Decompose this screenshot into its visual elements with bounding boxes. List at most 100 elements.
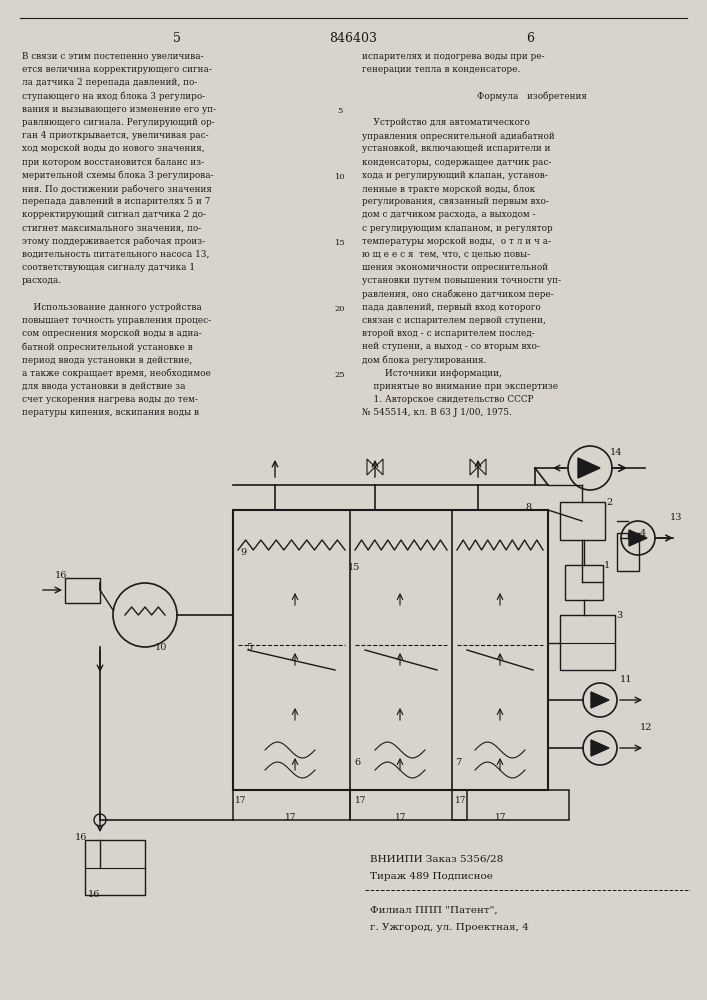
Text: период ввода установки в действие,: период ввода установки в действие, bbox=[22, 356, 192, 365]
Text: хода и регулирующий клапан, установ-: хода и регулирующий клапан, установ- bbox=[362, 171, 548, 180]
Bar bbox=[350, 790, 467, 820]
Text: 16: 16 bbox=[88, 890, 100, 899]
Polygon shape bbox=[591, 740, 609, 756]
Text: связан с испарителем первой ступени,: связан с испарителем первой ступени, bbox=[362, 316, 546, 325]
Text: 5: 5 bbox=[173, 32, 181, 45]
Text: ленные в тракте морской воды, блок: ленные в тракте морской воды, блок bbox=[362, 184, 535, 194]
Text: стигнет максимального значения, по-: стигнет максимального значения, по- bbox=[22, 224, 201, 233]
Text: для ввода установки в действие за: для ввода установки в действие за bbox=[22, 382, 185, 391]
Text: шения экономичности опреснительной: шения экономичности опреснительной bbox=[362, 263, 548, 272]
Text: 17: 17 bbox=[285, 813, 296, 822]
Text: конденсаторы, содержащее датчик рас-: конденсаторы, содержащее датчик рас- bbox=[362, 158, 551, 167]
Text: В связи с этим постепенно увеличива-: В связи с этим постепенно увеличива- bbox=[22, 52, 204, 61]
Text: регулирования, связанный первым вхо-: регулирования, связанный первым вхо- bbox=[362, 197, 549, 206]
Text: 9: 9 bbox=[240, 548, 246, 557]
Text: Тираж 489 Подписное: Тираж 489 Подписное bbox=[370, 872, 493, 881]
Text: 2: 2 bbox=[606, 498, 612, 507]
Text: 17: 17 bbox=[455, 796, 467, 805]
Text: 6: 6 bbox=[354, 758, 360, 767]
Text: водительность питательного насоса 13,: водительность питательного насоса 13, bbox=[22, 250, 209, 259]
Text: 12: 12 bbox=[640, 723, 653, 732]
Text: 17.: 17. bbox=[495, 813, 509, 822]
Text: 4: 4 bbox=[640, 529, 646, 538]
Text: ход морской воды до нового значения,: ход морской воды до нового значения, bbox=[22, 144, 204, 153]
Text: 11: 11 bbox=[620, 675, 633, 684]
Text: Формула   изобретения: Формула изобретения bbox=[454, 92, 586, 101]
Text: а также сокращает время, необходимое: а также сокращает время, необходимое bbox=[22, 369, 211, 378]
Text: генерации тепла в конденсаторе.: генерации тепла в конденсаторе. bbox=[362, 65, 520, 74]
Text: корректирующий сигнал датчика 2 до-: корректирующий сигнал датчика 2 до- bbox=[22, 210, 206, 219]
Text: батной опреснительной установке в: батной опреснительной установке в bbox=[22, 342, 193, 352]
Text: ется величина корректирующего сигна-: ется величина корректирующего сигна- bbox=[22, 65, 212, 74]
Bar bbox=[617, 533, 639, 571]
Text: Устройство для автоматического: Устройство для автоматического bbox=[362, 118, 530, 127]
Text: 10: 10 bbox=[334, 173, 345, 181]
Text: 20: 20 bbox=[334, 305, 345, 313]
Text: 16: 16 bbox=[55, 571, 67, 580]
Text: Источники информации,: Источники информации, bbox=[362, 369, 502, 378]
Text: 1. Авторское свидетельство СССР: 1. Авторское свидетельство СССР bbox=[362, 395, 534, 404]
Text: 8: 8 bbox=[525, 503, 531, 512]
Text: 14: 14 bbox=[610, 448, 622, 457]
Text: Использование данного устройства: Использование данного устройства bbox=[22, 303, 201, 312]
Text: 16: 16 bbox=[75, 833, 88, 842]
Text: при котором восстановится баланс из-: при котором восстановится баланс из- bbox=[22, 158, 204, 167]
Text: управления опреснительной адиабатной: управления опреснительной адиабатной bbox=[362, 131, 555, 141]
Text: счет ускорения нагрева воды до тем-: счет ускорения нагрева воды до тем- bbox=[22, 395, 198, 404]
Text: 17: 17 bbox=[235, 796, 247, 805]
Text: 17: 17 bbox=[355, 796, 366, 805]
Text: 17: 17 bbox=[395, 813, 407, 822]
Text: равляющего сигнала. Регулирующий ор-: равляющего сигнала. Регулирующий ор- bbox=[22, 118, 215, 127]
Bar bbox=[233, 790, 350, 820]
Text: дом блока регулирования.: дом блока регулирования. bbox=[362, 356, 486, 365]
Bar bbox=[65, 578, 100, 603]
Text: 25: 25 bbox=[334, 371, 345, 379]
Text: 10: 10 bbox=[155, 643, 168, 652]
Text: г. Ужгород, ул. Проектная, 4: г. Ужгород, ул. Проектная, 4 bbox=[370, 923, 529, 932]
Text: ния. По достижении рабочего значения: ния. По достижении рабочего значения bbox=[22, 184, 212, 194]
Text: принятые во внимание при экспертизе: принятые во внимание при экспертизе bbox=[362, 382, 558, 391]
Text: пературы кипения, вскипания воды в: пературы кипения, вскипания воды в bbox=[22, 408, 199, 417]
Text: ВНИИПИ Заказ 5356/28: ВНИИПИ Заказ 5356/28 bbox=[370, 855, 503, 864]
Text: расхода.: расхода. bbox=[22, 276, 62, 285]
Text: пада давлений, первый вход которого: пада давлений, первый вход которого bbox=[362, 303, 541, 312]
Text: ней ступени, а выход - со вторым вхо-: ней ступени, а выход - со вторым вхо- bbox=[362, 342, 540, 351]
Text: 1: 1 bbox=[604, 561, 610, 570]
Text: ступающего на вход блока 3 регулиро-: ступающего на вход блока 3 регулиро- bbox=[22, 92, 205, 101]
Bar bbox=[233, 510, 548, 790]
Text: установкой, включающей испарители и: установкой, включающей испарители и bbox=[362, 144, 551, 153]
Text: дом с датчиком расхода, а выходом -: дом с датчиком расхода, а выходом - bbox=[362, 210, 535, 219]
Text: ла датчика 2 перепада давлений, по-: ла датчика 2 перепада давлений, по- bbox=[22, 78, 197, 87]
Text: 846403: 846403 bbox=[329, 32, 378, 45]
Text: 13: 13 bbox=[670, 513, 682, 522]
Text: вания и вызывающего изменение его уп-: вания и вызывающего изменение его уп- bbox=[22, 105, 216, 114]
Polygon shape bbox=[591, 692, 609, 708]
Text: температуры морской воды,  о т л и ч а-: температуры морской воды, о т л и ч а- bbox=[362, 237, 551, 246]
Text: сом опреснения морской воды в адиа-: сом опреснения морской воды в адиа- bbox=[22, 329, 201, 338]
Text: мерительной схемы блока 3 регулирова-: мерительной схемы блока 3 регулирова- bbox=[22, 171, 214, 180]
Text: второй вход - с испарителем послед-: второй вход - с испарителем послед- bbox=[362, 329, 534, 338]
Text: 15: 15 bbox=[334, 239, 346, 247]
Text: Филиал ППП "Патент",: Филиал ППП "Патент", bbox=[370, 906, 498, 915]
Text: этому поддерживается рабочая произ-: этому поддерживается рабочая произ- bbox=[22, 237, 205, 246]
Text: 3: 3 bbox=[616, 611, 622, 620]
Bar bbox=[565, 565, 603, 600]
Bar bbox=[452, 790, 569, 820]
Text: испарителях и подогрева воды при ре-: испарителях и подогрева воды при ре- bbox=[362, 52, 544, 61]
Text: 5: 5 bbox=[246, 643, 252, 652]
Text: установки путем повышения точности уп-: установки путем повышения точности уп- bbox=[362, 276, 561, 285]
Bar bbox=[560, 615, 615, 670]
Text: ю щ е е с я  тем, что, с целью повы-: ю щ е е с я тем, что, с целью повы- bbox=[362, 250, 530, 259]
Polygon shape bbox=[629, 530, 647, 546]
Text: № 545514, кл. В 63 J 1/00, 1975.: № 545514, кл. В 63 J 1/00, 1975. bbox=[362, 408, 512, 417]
Text: 7: 7 bbox=[455, 758, 461, 767]
Text: перепада давлений в испарителях 5 и 7: перепада давлений в испарителях 5 и 7 bbox=[22, 197, 211, 206]
Text: ган 4 приоткрывается, увеличивая рас-: ган 4 приоткрывается, увеличивая рас- bbox=[22, 131, 209, 140]
Text: 5: 5 bbox=[337, 107, 343, 115]
Text: повышает точность управления процес-: повышает точность управления процес- bbox=[22, 316, 211, 325]
Text: 15: 15 bbox=[348, 563, 361, 572]
Polygon shape bbox=[578, 458, 600, 478]
Text: 6: 6 bbox=[526, 32, 534, 45]
Text: с регулирующим клапаном, и регулятор: с регулирующим клапаном, и регулятор bbox=[362, 224, 553, 233]
Bar bbox=[560, 502, 605, 540]
